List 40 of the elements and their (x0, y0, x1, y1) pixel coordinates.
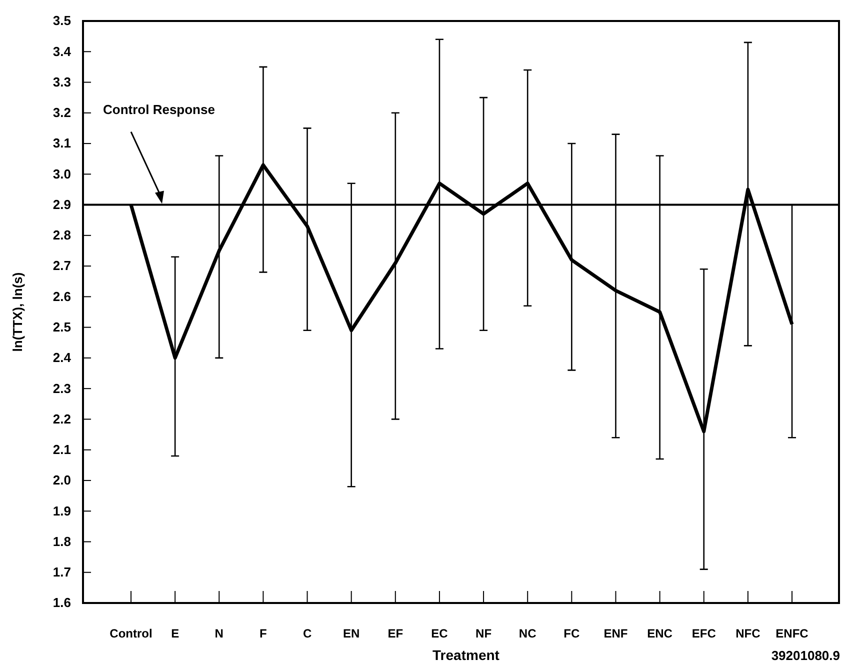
y-tick-label: 3.2 (52, 105, 71, 120)
x-tick-label: N (214, 626, 224, 641)
x-tick-label: EFC (692, 626, 716, 641)
y-tick-label: 2.3 (52, 380, 71, 396)
x-tick-label: NFC (736, 626, 761, 641)
x-tick-label: FC (564, 626, 580, 641)
x-tick-label: EF (388, 626, 404, 641)
y-axis-title: ln(TTX), ln(s) (10, 272, 25, 352)
x-tick-label: E (171, 626, 180, 641)
x-tick-label: F (260, 626, 267, 641)
text: 39201080.9 (771, 648, 840, 663)
y-tick-label: 3.3 (52, 74, 71, 90)
y-tick-label: 1.7 (52, 564, 71, 580)
y-tick-label: 2.5 (52, 319, 71, 334)
y-tick-label: 2.4 (52, 350, 72, 366)
y-tick-label: 1.6 (52, 595, 71, 610)
ref-line-label: Control Response (103, 102, 215, 117)
y-tick-label: 2.0 (52, 472, 71, 488)
x-tick-label: EC (431, 626, 448, 641)
x-tick-label: EN (342, 626, 360, 641)
x-tick-label: ENC (647, 626, 673, 641)
x-tick-label: ENFC (776, 626, 809, 641)
x-tick-label: ENF (604, 626, 628, 641)
y-tick-label: 3.0 (52, 166, 71, 182)
y-tick-label: 1.9 (52, 503, 71, 518)
y-tick-label: 2.2 (52, 411, 71, 426)
y-tick-label: 2.8 (52, 228, 71, 243)
y-tick-label: 2.1 (52, 442, 71, 457)
x-tick-label: C (302, 626, 312, 641)
y-tick-label: 1.8 (52, 534, 71, 549)
x-axis-title: Treatment (432, 647, 500, 663)
y-tick-label: 3.5 (52, 13, 71, 28)
x-tick-label: NF (476, 626, 492, 641)
y-tick-label: 2.7 (52, 258, 71, 274)
x-tick-label: NC (518, 626, 537, 641)
y-tick-label: 3.4 (52, 44, 72, 59)
y-tick-label: 2.6 (52, 288, 71, 304)
y-tick-label: 3.1 (52, 136, 71, 151)
y-tick-label: 2.9 (52, 196, 71, 212)
x-tick-label: Control (110, 626, 152, 641)
